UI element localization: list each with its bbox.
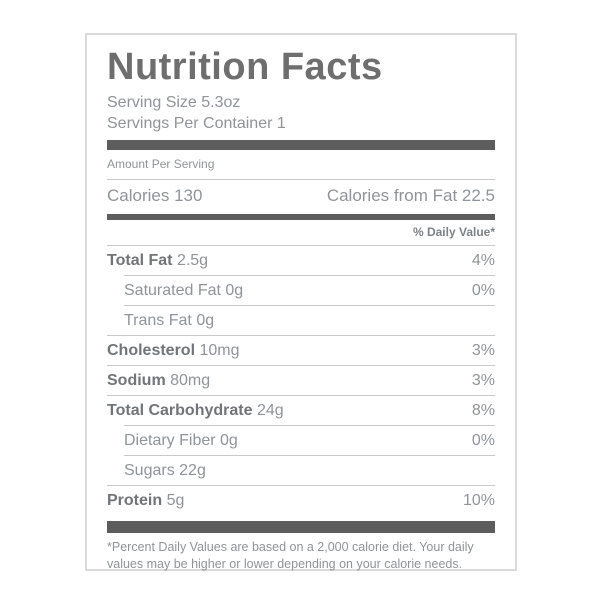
servings-per-container: Servings Per Container 1 (107, 115, 286, 132)
nutrient-daily-value: 0% (471, 281, 495, 299)
nutrient-name-amount: Sodium 80mg (107, 371, 211, 389)
separator-bar-thick (107, 214, 495, 220)
amount-per-serving-label: Amount Per Serving (107, 157, 215, 171)
nutrient-name-amount: Cholesterol 10mg (107, 341, 240, 359)
daily-value-header: % Daily Value* (412, 225, 495, 239)
divider (107, 365, 495, 366)
nutrient-name-amount: Total Carbohydrate 24g (107, 401, 284, 419)
nutrient-row-cholesterol: Cholesterol 10mg 3% (107, 336, 495, 365)
serving-size: Serving Size 5.3oz (107, 94, 241, 111)
nutrient-name-amount: Dietary Fiber 0g (124, 431, 238, 449)
nutrient-row-total-fat: Total Fat 2.5g 4% (107, 246, 495, 275)
divider (124, 425, 495, 426)
nutrition-facts-label: Nutrition Facts Serving Size 5.3oz Servi… (85, 33, 517, 571)
nutrient-name-amount: Trans Fat 0g (124, 311, 215, 329)
nutrient-row-sodium: Sodium 80mg 3% (107, 366, 495, 395)
nutrient-row-trans-fat: Trans Fat 0g (107, 306, 495, 335)
label-title: Nutrition Facts (107, 46, 383, 88)
divider (124, 455, 495, 456)
nutrient-row-saturated-fat: Saturated Fat 0g 0% (107, 276, 495, 305)
separator-bar-thick (107, 140, 495, 150)
divider (107, 335, 495, 336)
nutrient-name-amount: Saturated Fat 0g (124, 281, 244, 299)
nutrient-name-amount: Total Fat 2.5g (107, 251, 209, 269)
nutrient-row-dietary-fiber: Dietary Fiber 0g 0% (107, 426, 495, 455)
calories-value: Calories 130 (107, 186, 203, 205)
nutrient-row-sugars: Sugars 22g (107, 456, 495, 485)
nutrient-daily-value: 8% (471, 401, 495, 419)
divider (124, 275, 495, 276)
nutrient-row-protein: Protein 5g 10% (107, 486, 495, 515)
nutrient-daily-value: 10% (462, 491, 495, 509)
nutrient-daily-value: 0% (471, 431, 495, 449)
calories-from-fat-value: Calories from Fat 22.5 (326, 186, 495, 205)
calories-row: Calories 130 Calories from Fat 22.5 (107, 180, 495, 214)
nutrient-row-total-carbohydrate: Total Carbohydrate 24g 8% (107, 396, 495, 425)
nutrient-daily-value: 3% (471, 341, 495, 359)
separator-bar-thick (107, 521, 495, 533)
divider (107, 485, 495, 486)
nutrient-daily-value: 3% (471, 371, 495, 389)
divider (124, 305, 495, 306)
divider (107, 179, 495, 180)
nutrient-name-amount: Protein 5g (107, 491, 185, 509)
daily-values-footnote: *Percent Daily Values are based on a 2,0… (107, 540, 474, 571)
divider (107, 395, 495, 396)
nutrient-daily-value: 4% (471, 251, 495, 269)
nutrient-name-amount: Sugars 22g (124, 461, 206, 479)
divider (107, 245, 495, 246)
